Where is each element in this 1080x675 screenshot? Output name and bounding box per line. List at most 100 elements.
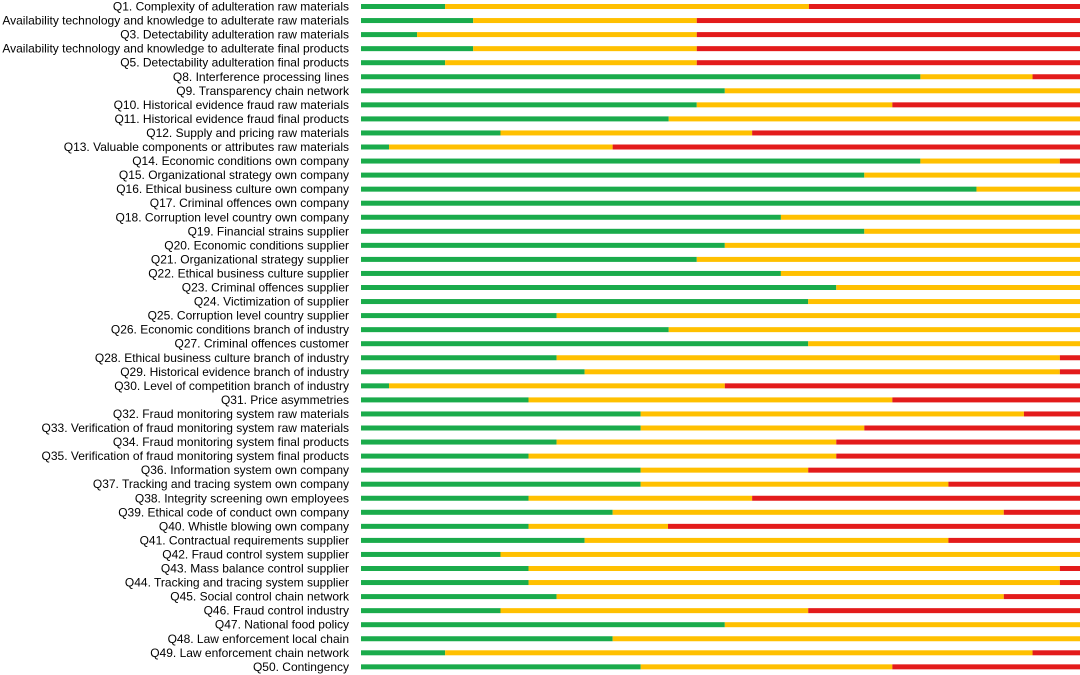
bar-segment-amber	[445, 60, 697, 66]
bar-segment-red	[1003, 594, 1080, 600]
bar-segment-amber	[584, 369, 1060, 375]
bar-segment-amber	[920, 158, 1060, 164]
bar-segment-amber	[640, 481, 949, 487]
bar-segment-amber	[724, 242, 1080, 248]
category-label: Q1. Complexity of adulteration raw mater…	[113, 0, 349, 14]
bar-segment-amber	[417, 32, 697, 38]
bar-segment-green	[361, 425, 641, 431]
bar-segment-green	[361, 566, 529, 571]
bar-segment-red	[808, 608, 1080, 614]
bar-segment-red	[948, 481, 1080, 487]
category-label: Q13. Valuable components or attributes r…	[64, 140, 349, 154]
bar-segment-red	[1032, 650, 1080, 656]
bar-segment-amber	[864, 228, 1080, 234]
bar-segment-red	[696, 32, 1080, 38]
bar-segment-green	[361, 186, 977, 192]
bar-segment-green	[361, 256, 697, 262]
bar-segments	[361, 4, 1080, 670]
category-label: Q23. Criminal offences supplier	[182, 281, 349, 295]
category-label: Q16. Ethical business culture own compan…	[116, 182, 349, 196]
category-label: Q45. Social control chain network	[170, 590, 350, 604]
bar-segment-amber	[696, 102, 893, 108]
bar-segment-amber	[612, 509, 1004, 515]
bar-segment-red	[696, 60, 1080, 66]
bar-segment-green	[361, 228, 865, 234]
category-label: Q49. Law enforcement chain network	[150, 646, 350, 660]
bar-segment-green	[361, 495, 529, 501]
bar-segment-red	[612, 144, 1080, 150]
category-label: Q15. Organizational strategy own company	[119, 168, 349, 182]
category-label: Q40. Whistle blowing own company	[159, 519, 349, 533]
bar-segment-amber	[640, 467, 809, 473]
bar-segment-green	[361, 18, 474, 24]
bar-segment-amber	[780, 214, 1080, 220]
bar-segment-green	[361, 200, 1080, 206]
bar-segment-green	[361, 509, 613, 515]
bar-segment-amber	[724, 622, 1080, 628]
bar-segment-green	[361, 636, 613, 642]
category-label: Q24. Victimization of supplier	[194, 295, 349, 309]
bar-segment-amber	[528, 580, 1060, 586]
bar-segment-red	[892, 664, 1080, 670]
bar-segment-green	[361, 580, 529, 586]
bar-segment-red	[836, 453, 1080, 459]
bar-segment-green	[361, 453, 529, 459]
bar-segment-green	[361, 327, 669, 333]
category-label: Q50. Contingency	[253, 660, 349, 674]
bar-segment-green	[361, 341, 809, 347]
bar-segment-green	[361, 411, 641, 417]
bar-segment-green	[361, 467, 641, 473]
category-label: Q37. Tracking and tracing system own com…	[93, 477, 349, 491]
category-label: Q22. Ethical business culture supplier	[148, 266, 349, 280]
category-label: Q17. Criminal offences own company	[150, 196, 349, 210]
bar-segment-red	[1059, 355, 1080, 361]
bar-segment-red	[668, 523, 1080, 529]
bar-segment-amber	[640, 425, 865, 431]
category-label: Q29. Historical evidence branch of indus…	[120, 365, 349, 379]
bar-segment-red	[752, 130, 1080, 136]
bar-segment-green	[361, 369, 585, 375]
bar-segment-red	[1059, 369, 1080, 375]
category-label: Q48. Law enforcement local chain	[168, 632, 349, 646]
category-label: Q28. Ethical business culture branch of …	[95, 351, 349, 365]
category-label: Q4. Availability technology and knowledg…	[0, 42, 349, 56]
bar-segment-amber	[445, 4, 809, 9]
bar-segment-green	[361, 355, 557, 361]
bar-segment-amber	[500, 551, 1080, 557]
bar-segment-green	[361, 608, 501, 614]
bar-segment-red	[892, 397, 1080, 403]
bar-segment-amber	[556, 594, 1004, 600]
bar-segment-red	[696, 46, 1080, 52]
category-label: Q20. Economic conditions supplier	[164, 238, 349, 252]
bar-segment-red	[1059, 158, 1080, 164]
bar-segment-amber	[389, 383, 725, 389]
bar-segment-green	[361, 397, 529, 403]
bar-segment-green	[361, 664, 641, 670]
bar-segment-red	[808, 467, 1080, 473]
category-label: Q27. Criminal offences customer	[174, 337, 349, 351]
bar-segment-red	[836, 439, 1080, 445]
bar-segment-green	[361, 537, 585, 543]
bar-segment-amber	[528, 495, 753, 501]
bar-segment-red	[808, 4, 1080, 9]
bar-segment-amber	[808, 299, 1080, 305]
bar-segment-red	[892, 102, 1080, 108]
bar-segment-red	[864, 425, 1080, 431]
bar-segment-red	[1023, 411, 1080, 417]
bar-segment-green	[361, 523, 529, 529]
category-label: Q34. Fraud monitoring system final produ…	[113, 435, 349, 449]
bar-segment-green	[361, 172, 865, 178]
bar-segment-amber	[528, 566, 1060, 571]
bar-segment-green	[361, 439, 557, 445]
category-label: Q42. Fraud control system supplier	[162, 547, 349, 561]
bar-segment-green	[361, 299, 809, 305]
bar-segment-green	[361, 116, 669, 122]
bar-segment-green	[361, 650, 446, 656]
bar-segment-amber	[864, 172, 1080, 178]
bar-segment-red	[696, 18, 1080, 24]
bar-segment-amber	[473, 18, 697, 24]
bar-segment-green	[361, 551, 501, 557]
bar-segment-green	[361, 88, 725, 94]
bar-segment-amber	[976, 186, 1080, 192]
